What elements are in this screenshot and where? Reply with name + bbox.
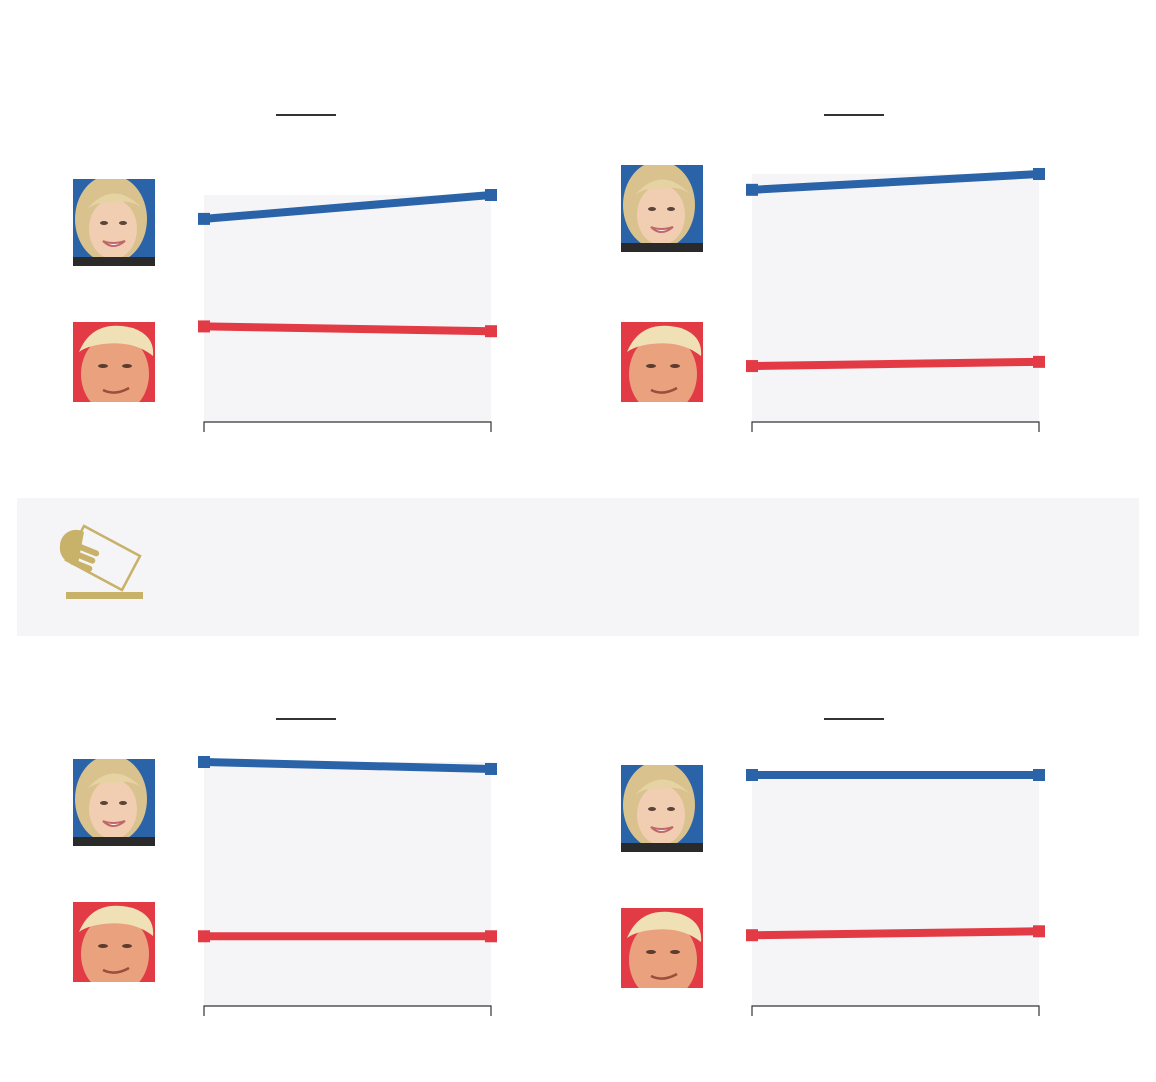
- series-line-democrat: [203, 758, 492, 773]
- series-line-republican: [203, 322, 492, 336]
- x-axis: [751, 421, 1040, 432]
- plot-area: [752, 174, 1039, 422]
- portrait-bottom: [621, 908, 703, 995]
- chart-panel-1: [70, 100, 570, 460]
- chart-heading-rule: [276, 718, 336, 720]
- data-point-republican: [746, 929, 758, 942]
- data-point-republican: [198, 320, 210, 333]
- data-point-democrat: [746, 769, 758, 781]
- line-chart: [198, 189, 497, 432]
- portrait-bottom: [73, 902, 155, 989]
- chart-heading-rule: [276, 114, 336, 116]
- data-point-democrat: [485, 189, 497, 201]
- portrait-bottom: [621, 322, 703, 409]
- data-point-republican: [1033, 925, 1045, 938]
- series-line-republican: [751, 927, 1040, 940]
- plot-area: [752, 775, 1039, 1006]
- chart-heading-rule: [824, 114, 884, 116]
- data-point-republican: [1033, 355, 1045, 368]
- x-axis: [751, 1005, 1040, 1016]
- plot-area: [204, 762, 491, 1006]
- ballot-box-icon: [56, 520, 148, 609]
- plot-area: [204, 195, 491, 422]
- series-line-republican: [751, 357, 1040, 371]
- line-chart: [746, 769, 1045, 1016]
- data-point-democrat: [1033, 168, 1045, 180]
- data-point-democrat: [1033, 769, 1045, 781]
- data-point-republican: [485, 930, 497, 943]
- info-banner: [17, 498, 1139, 636]
- portrait-bottom: [73, 322, 155, 409]
- data-point-democrat: [746, 183, 758, 196]
- chart-panel-3: [70, 700, 570, 1060]
- data-point-republican: [198, 930, 210, 943]
- line-chart: [746, 168, 1045, 432]
- portrait-top: [73, 759, 155, 846]
- series-line-democrat: [751, 170, 1040, 194]
- chart-panel-2: [618, 100, 1118, 460]
- chart-panel-4: [618, 700, 1118, 1060]
- data-point-democrat: [485, 762, 497, 775]
- series-line-democrat: [203, 191, 492, 223]
- data-point-republican: [746, 360, 758, 373]
- portrait-top: [73, 179, 155, 266]
- chart-heading-rule: [824, 718, 884, 720]
- x-axis: [203, 421, 492, 432]
- portrait-top: [621, 165, 703, 252]
- data-point-republican: [485, 325, 497, 338]
- x-axis: [203, 1005, 492, 1016]
- portrait-top: [621, 765, 703, 852]
- line-chart: [198, 756, 497, 1016]
- data-point-democrat: [198, 212, 210, 225]
- data-point-democrat: [198, 756, 210, 768]
